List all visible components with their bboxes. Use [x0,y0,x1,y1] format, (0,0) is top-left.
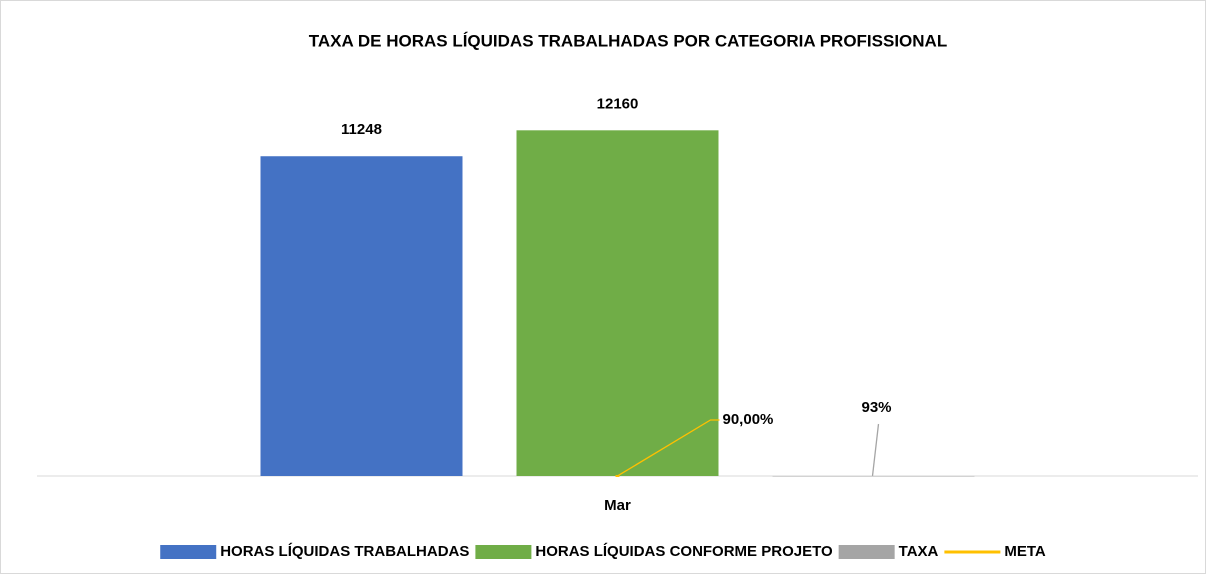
legend-label: META [1004,543,1046,560]
legend-swatch [160,545,217,559]
data-label: 11248 [341,121,382,138]
bar [772,475,975,477]
data-label: 12160 [597,95,639,112]
legend-swatch [838,545,895,559]
chart-title: TAXA DE HORAS LÍQUIDAS TRABALHADAS POR C… [309,31,947,50]
leader-line [617,419,720,477]
legend-label: HORAS LÍQUIDAS CONFORME PROJETO [535,543,833,560]
legend-label: TAXA [899,543,939,560]
data-label: 93% [861,399,891,416]
bar [260,156,463,477]
bar [516,130,719,476]
data-label: 90,00% [723,411,774,428]
leader-line [871,423,880,477]
legend-swatch [475,545,532,559]
legend-label: HORAS LÍQUIDAS TRABALHADAS [220,543,469,560]
x-tick-label: Mar [604,497,631,514]
